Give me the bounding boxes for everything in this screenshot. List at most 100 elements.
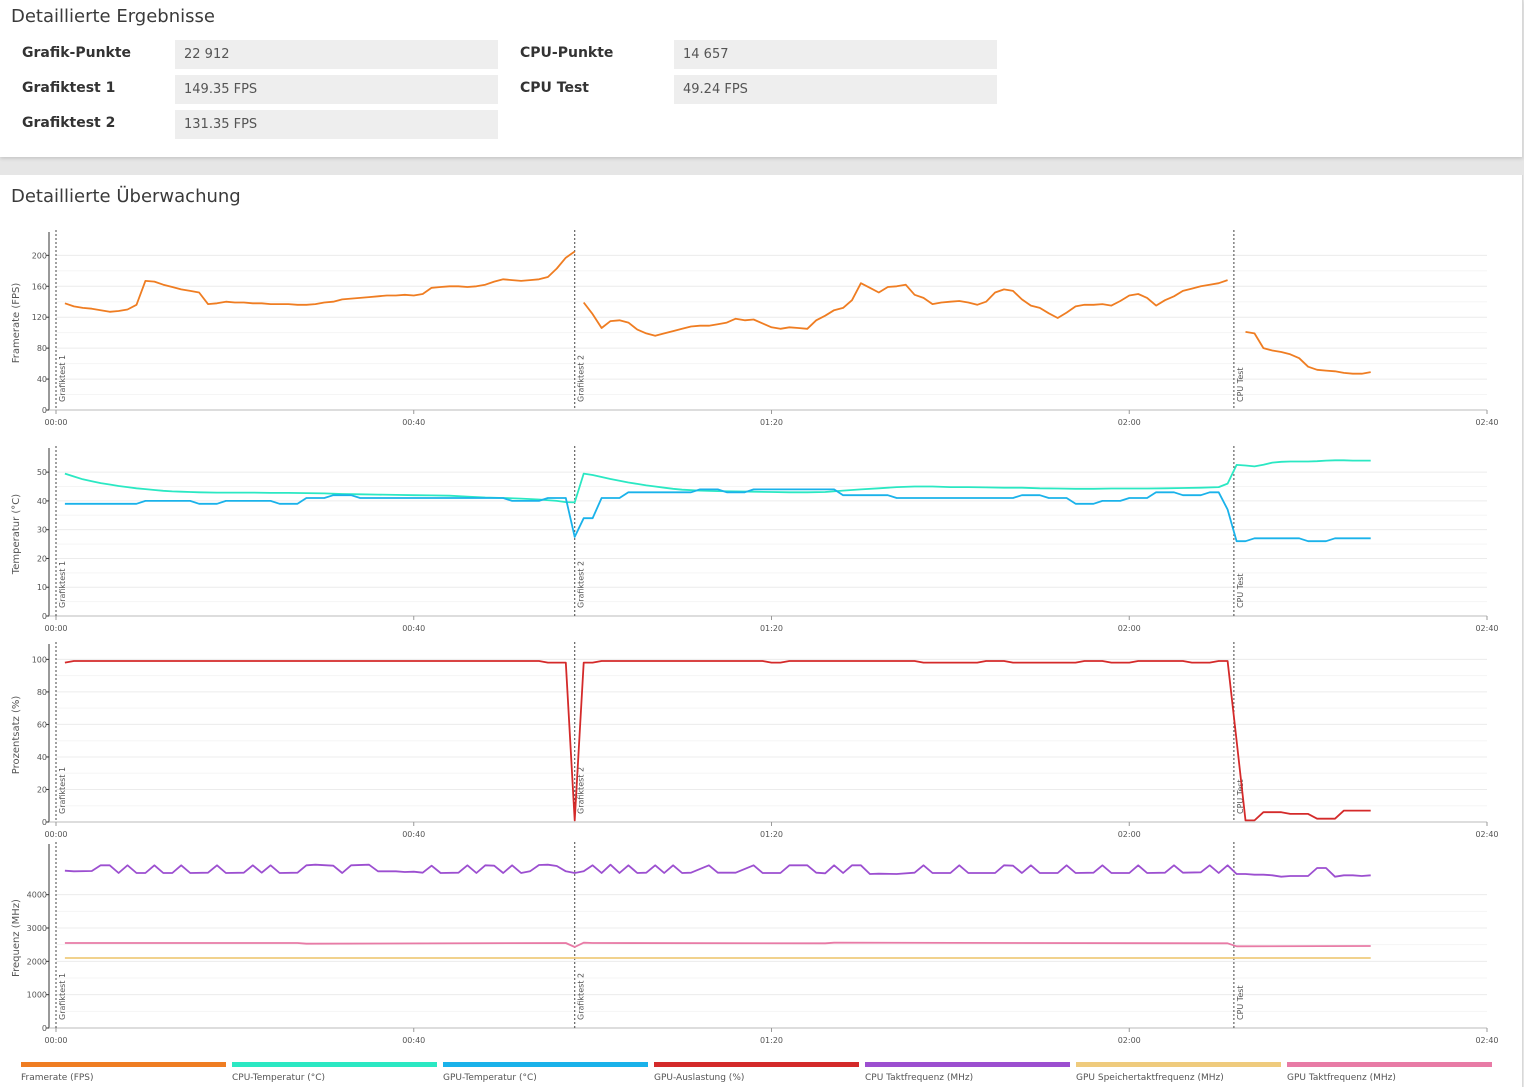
x-tick-label: 00:40 [402, 1036, 425, 1045]
test-marker-label: Grafiktest 2 [577, 561, 586, 608]
legend-label: GPU-Auslastung (%) [654, 1073, 745, 1083]
x-tick-label: 01:20 [760, 418, 783, 427]
y-axis-label: Prozentsatz (%) [11, 696, 22, 775]
y-tick-label: 0 [42, 818, 47, 827]
y-tick-label: 1000 [27, 991, 47, 1000]
y-tick-label: 3000 [27, 924, 47, 933]
x-tick-label: 02:40 [1475, 418, 1498, 427]
legend-swatch [21, 1062, 226, 1067]
series-line-cpu_clock [64, 863, 1371, 878]
test-marker-label: Grafiktest 2 [577, 767, 586, 814]
test-marker-label: CPU Test [1236, 573, 1245, 608]
legend-label: CPU Taktfrequenz (MHz) [865, 1073, 974, 1083]
graphics-score-label: Grafik-Punkte [22, 45, 132, 61]
y-axis-label: Framerate (FPS) [11, 283, 22, 364]
x-tick-label: 02:00 [1118, 418, 1141, 427]
graphics-test-2-label: Grafiktest 2 [22, 115, 116, 131]
x-tick-label: 01:20 [760, 830, 783, 839]
y-tick-label: 120 [32, 313, 47, 322]
y-tick-label: 20 [37, 785, 47, 794]
x-tick-label: 00:00 [44, 1036, 67, 1045]
x-tick-label: 01:20 [760, 1036, 783, 1045]
test-marker-label: Grafiktest 1 [58, 767, 67, 814]
legend-swatch [443, 1062, 648, 1067]
legend-label: CPU-Temperatur (°C) [232, 1073, 326, 1083]
legend-label: GPU-Temperatur (°C) [443, 1073, 537, 1083]
x-tick-label: 02:00 [1118, 624, 1141, 633]
chart-3: 0 20 40 60 80 100 00:00 00:40 01:20 02:00 02:40 Pro… [11, 642, 1499, 839]
test-marker-label: CPU Test [1236, 779, 1245, 814]
legend-swatch [865, 1062, 1070, 1067]
x-tick-label: 00:00 [44, 418, 67, 427]
x-tick-label: 00:40 [402, 830, 425, 839]
legend-label: GPU Speichertaktfrequenz (MHz) [1076, 1073, 1224, 1083]
graphics-score-value: 22 912 [175, 40, 498, 69]
series-line-framerate [582, 279, 1228, 337]
cpu-test-value: 49.24 FPS [674, 75, 997, 104]
y-tick-label: 40 [37, 375, 47, 384]
test-marker-label: Grafiktest 1 [58, 561, 67, 608]
test-marker-label: CPU Test [1236, 367, 1245, 402]
x-tick-label: 00:00 [44, 830, 67, 839]
legend-swatch [654, 1062, 859, 1067]
chart-4: 0 1000 2000 3000 4000 00:00 00:40 01:20 02:00 02:… [11, 842, 1499, 1045]
x-tick-label: 00:40 [402, 624, 425, 633]
y-tick-label: 0 [42, 406, 47, 415]
x-tick-label: 02:00 [1118, 1036, 1141, 1045]
y-tick-label: 80 [37, 688, 47, 697]
y-tick-label: 0 [42, 612, 47, 621]
y-tick-label: 80 [37, 344, 47, 353]
x-tick-label: 02:40 [1475, 1036, 1498, 1045]
series-line-cpu_temp [64, 459, 1371, 504]
y-tick-label: 0 [42, 1024, 47, 1033]
y-axis-label: Frequenz (MHz) [11, 899, 22, 977]
x-tick-label: 02:40 [1475, 624, 1498, 633]
y-tick-label: 40 [37, 497, 47, 506]
results-title: Detaillierte Ergebnisse [11, 6, 215, 27]
x-tick-label: 02:00 [1118, 830, 1141, 839]
y-tick-label: 50 [37, 468, 47, 477]
y-tick-label: 2000 [27, 957, 47, 966]
y-tick-label: 4000 [27, 891, 47, 900]
x-tick-label: 02:40 [1475, 830, 1498, 839]
y-tick-label: 100 [32, 655, 47, 664]
test-marker-label: Grafiktest 1 [58, 355, 67, 402]
test-marker-label: CPU Test [1236, 985, 1245, 1020]
legend-swatch [1076, 1062, 1281, 1067]
series-line-gpu_load [64, 660, 1371, 822]
y-tick-label: 200 [32, 251, 47, 260]
legend-label: Framerate (FPS) [21, 1073, 94, 1083]
series-line-framerate [1245, 331, 1371, 375]
test-marker-label: Grafiktest 2 [577, 355, 586, 402]
graphics-test-1-label: Grafiktest 1 [22, 80, 116, 96]
y-axis-label: Temperatur (°C) [11, 494, 22, 575]
test-marker-label: Grafiktest 1 [58, 973, 67, 1020]
monitoring-title: Detaillierte Überwachung [11, 186, 241, 207]
x-tick-label: 01:20 [760, 624, 783, 633]
series-line-gpu_clock [64, 941, 1371, 948]
y-tick-label: 60 [37, 720, 47, 729]
y-tick-label: 20 [37, 554, 47, 563]
graphics-test-2-value: 131.35 FPS [175, 110, 498, 139]
cpu-test-label: CPU Test [520, 80, 589, 96]
y-tick-label: 10 [37, 583, 47, 592]
monitoring-panel: Detaillierte Überwachung [0, 175, 1523, 1087]
series-line-gpu_temp [64, 488, 1371, 543]
legend-swatch [232, 1062, 437, 1067]
graphics-test-1-value: 149.35 FPS [175, 75, 498, 104]
x-tick-label: 00:40 [402, 418, 425, 427]
legend-label: GPU Taktfrequenz (MHz) [1287, 1073, 1396, 1083]
chart-1: 0 40 80 120 160 200 00:00 00:40 01:20 02:00 02:40 F… [11, 230, 1499, 427]
chart-2: 0 10 20 30 40 50 00:00 00:40 01:20 02:00 02:40 Temp… [11, 446, 1499, 633]
legend-swatch [1287, 1062, 1492, 1067]
cpu-score-value: 14 657 [674, 40, 997, 69]
y-tick-label: 30 [37, 526, 47, 535]
test-marker-label: Grafiktest 2 [577, 973, 586, 1020]
x-tick-label: 00:00 [44, 624, 67, 633]
cpu-score-label: CPU-Punkte [520, 45, 614, 61]
results-panel: Detaillierte Ergebnisse Grafik-Punkte 22… [0, 0, 1523, 157]
y-tick-label: 160 [32, 282, 47, 291]
y-tick-label: 40 [37, 753, 47, 762]
series-line-framerate [64, 250, 576, 313]
